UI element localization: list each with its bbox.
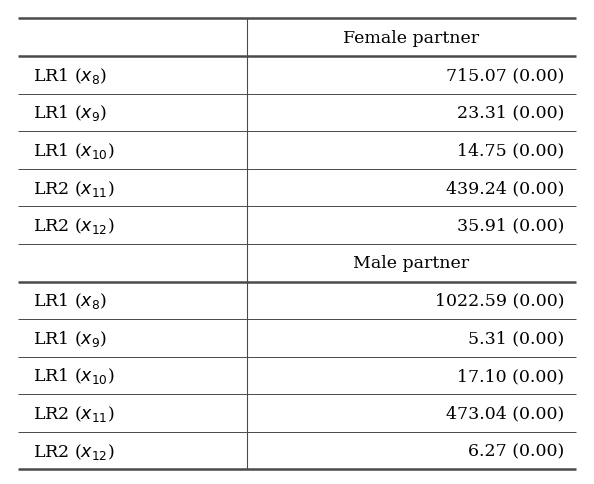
Text: LR2 ($x_{12}$): LR2 ($x_{12}$)	[33, 216, 114, 236]
Text: 17.10 (0.00): 17.10 (0.00)	[457, 367, 564, 384]
Text: 439.24 (0.00): 439.24 (0.00)	[446, 180, 564, 197]
Text: 14.75 (0.00): 14.75 (0.00)	[457, 142, 564, 159]
Text: LR1 ($x_{9}$): LR1 ($x_{9}$)	[33, 328, 106, 348]
Text: 35.91 (0.00): 35.91 (0.00)	[457, 217, 564, 234]
Text: LR1 ($x_{10}$): LR1 ($x_{10}$)	[33, 366, 114, 386]
Text: Female partner: Female partner	[343, 30, 479, 46]
Text: LR1 ($x_{8}$): LR1 ($x_{8}$)	[33, 291, 106, 311]
Text: LR2 ($x_{12}$): LR2 ($x_{12}$)	[33, 441, 114, 461]
Text: LR2 ($x_{11}$): LR2 ($x_{11}$)	[33, 178, 114, 198]
Text: 473.04 (0.00): 473.04 (0.00)	[446, 405, 564, 422]
Text: LR2 ($x_{11}$): LR2 ($x_{11}$)	[33, 403, 114, 423]
Text: 23.31 (0.00): 23.31 (0.00)	[457, 105, 564, 121]
Text: LR1 ($x_{10}$): LR1 ($x_{10}$)	[33, 141, 114, 161]
Text: LR1 ($x_{8}$): LR1 ($x_{8}$)	[33, 66, 106, 86]
Text: 5.31 (0.00): 5.31 (0.00)	[468, 330, 564, 347]
Text: LR1 ($x_{9}$): LR1 ($x_{9}$)	[33, 103, 106, 123]
Text: 1022.59 (0.00): 1022.59 (0.00)	[435, 292, 564, 309]
Text: 6.27 (0.00): 6.27 (0.00)	[468, 442, 564, 459]
Text: Male partner: Male partner	[353, 255, 469, 272]
Text: 715.07 (0.00): 715.07 (0.00)	[446, 67, 564, 84]
